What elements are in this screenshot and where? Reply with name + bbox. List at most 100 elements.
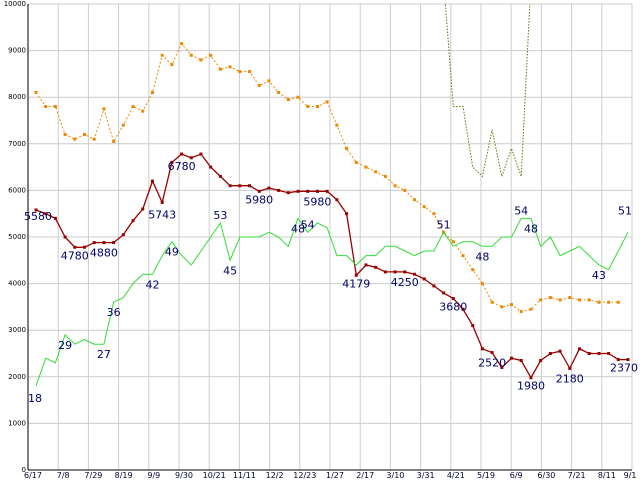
series-point-orange [374, 170, 378, 174]
data-label-red: 5980 [303, 195, 331, 208]
x-tick-label: 12/2 [266, 471, 284, 480]
x-tick-label: 6/30 [537, 471, 555, 480]
series-point-red [73, 245, 77, 249]
series-point-orange [209, 53, 213, 57]
series-point-orange [490, 300, 494, 304]
series-point-orange [354, 160, 358, 164]
y-tick-label: 2000 [8, 373, 26, 381]
series-point-orange [315, 105, 319, 109]
series-point-red [393, 270, 397, 274]
data-label-red: 4250 [391, 276, 419, 289]
data-label-red: 5743 [148, 208, 176, 221]
series-point-orange [296, 95, 300, 99]
series-point-red [548, 352, 552, 355]
series-point-orange [180, 42, 184, 46]
series-point-red [306, 189, 310, 193]
series-point-red [121, 233, 125, 237]
series-point-orange [432, 212, 436, 216]
series-point-red [228, 184, 232, 188]
series-line-olive [444, 4, 531, 179]
y-tick-label: 6000 [8, 186, 26, 194]
series-point-red [364, 263, 368, 267]
data-label-red: 5580 [24, 210, 52, 223]
x-tick-label: 10/21 [203, 471, 226, 480]
data-label-green: 51 [618, 204, 632, 217]
series-point-red [451, 297, 455, 301]
x-tick-label: 3/31 [417, 471, 435, 480]
series-point-orange [44, 105, 48, 109]
series-point-orange [335, 123, 339, 127]
series-point-red [558, 349, 562, 353]
data-label-red: 3680 [439, 301, 467, 314]
series-point-red [577, 347, 581, 351]
series-point-orange [568, 296, 572, 300]
x-tick-label: 7/29 [84, 471, 102, 480]
series-point-orange [189, 53, 193, 57]
series-point-orange [616, 300, 620, 304]
series-point-red [432, 284, 436, 288]
series-point-orange [63, 132, 67, 136]
x-tick-label: 9/1 [624, 471, 637, 480]
x-tick-label: 9/9 [147, 471, 160, 480]
series-point-orange [238, 70, 242, 74]
series-point-orange [112, 139, 116, 143]
series-point-orange [34, 91, 38, 95]
series-point-red [374, 265, 378, 269]
series-point-orange [267, 79, 271, 83]
series-point-orange [83, 132, 87, 136]
y-tick-label: 8000 [8, 93, 26, 101]
series-point-orange [461, 254, 465, 258]
data-label-green: 54 [514, 204, 528, 217]
data-label-green: 36 [107, 306, 121, 319]
series-point-red [626, 358, 630, 362]
x-tick-label: 8/19 [115, 471, 133, 480]
series-point-orange [218, 67, 222, 71]
data-label-red: 1980 [517, 380, 545, 393]
data-label-green: 48 [291, 222, 305, 235]
x-tick-label: 3/10 [386, 471, 404, 480]
axes [27, 4, 632, 471]
series-point-red [568, 366, 572, 370]
data-label-red: 2520 [478, 357, 506, 370]
series-point-red [131, 219, 135, 223]
x-tick-label: 2/17 [356, 471, 374, 480]
series-point-orange [577, 298, 581, 302]
series-point-orange [141, 109, 145, 113]
x-tick-label: 9/30 [175, 471, 193, 480]
data-label-red: 4880 [90, 247, 118, 260]
series-point-red [422, 277, 426, 281]
data-label-green: 45 [223, 264, 237, 277]
data-label-red: 4780 [61, 249, 89, 262]
series-point-orange [257, 84, 261, 88]
data-label-green: 29 [58, 339, 72, 352]
y-tick-labels: 0 1000 2000 3000 4000 5000 6000 7000 8000 9000 100… [4, 0, 26, 474]
data-label-red: 2180 [556, 372, 584, 385]
series-point-red [335, 198, 339, 202]
series-point-red [238, 184, 242, 188]
series-point-red [500, 365, 504, 369]
series-point-orange [519, 310, 523, 314]
data-label-green: 27 [97, 348, 111, 361]
series-point-orange [199, 58, 203, 62]
data-label-red: 4179 [342, 277, 370, 290]
y-tick-label: 4000 [8, 280, 26, 288]
series-point-red [92, 241, 96, 245]
series-point-red [412, 272, 416, 276]
series-point-orange [286, 98, 290, 102]
series-point-red [587, 352, 591, 355]
series-point-red [607, 352, 611, 355]
series-point-red [267, 186, 271, 190]
series-point-red [403, 270, 407, 274]
y-tick-label: 7000 [8, 140, 26, 148]
series-point-orange [73, 137, 77, 141]
data-label-green: 53 [213, 209, 227, 222]
series-point-orange [500, 305, 504, 309]
data-labels: 5580 4780 4880 5743 6780 5980 5980 4179 4250 3680… [24, 160, 638, 405]
series-point-orange [412, 198, 416, 202]
x-tick-label: 12/23 [293, 471, 316, 480]
x-tick-label: 4/21 [447, 471, 465, 480]
series-point-red [277, 188, 281, 192]
series-point-orange [150, 91, 154, 95]
series-point-red [53, 216, 57, 220]
